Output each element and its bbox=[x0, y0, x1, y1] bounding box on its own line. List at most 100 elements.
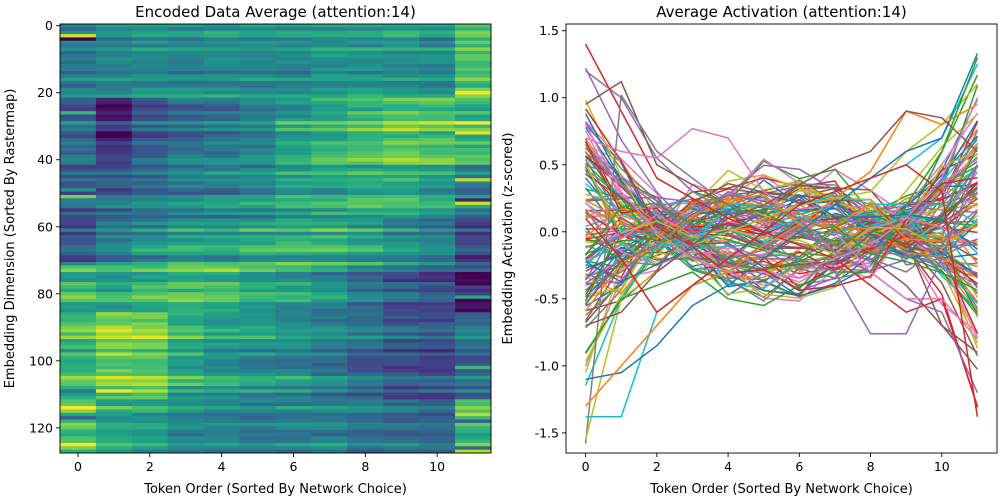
heatmap-cell bbox=[419, 161, 456, 166]
heatmap-cell bbox=[311, 114, 348, 119]
heatmap-cell bbox=[167, 54, 205, 58]
heatmap-cell bbox=[203, 74, 240, 79]
heatmap-cell bbox=[131, 154, 169, 159]
heatmap-cell bbox=[275, 64, 312, 68]
heatmap-cell bbox=[239, 80, 276, 85]
heatmap-cell bbox=[383, 241, 420, 246]
heatmap-cell bbox=[455, 191, 492, 196]
heatmap-cell bbox=[347, 308, 384, 313]
heatmap-cell bbox=[60, 87, 97, 92]
heatmap-cell bbox=[239, 94, 276, 99]
heatmap-cell bbox=[311, 64, 348, 68]
heatmap-cell bbox=[347, 204, 384, 209]
heatmap-cell bbox=[203, 101, 240, 105]
heatmap-cell bbox=[347, 399, 384, 404]
heatmap-cell bbox=[347, 318, 384, 323]
heatmap-cell bbox=[311, 292, 348, 296]
heatmap-cell bbox=[275, 54, 312, 58]
heatmap-cell bbox=[131, 325, 169, 330]
heatmap-cell bbox=[311, 225, 348, 229]
heatmap-cell bbox=[203, 328, 240, 333]
heatmap-cell bbox=[95, 127, 133, 132]
heatmap-cell bbox=[131, 151, 169, 156]
heatmap-cell bbox=[239, 77, 276, 82]
heatmap-cell bbox=[203, 278, 240, 283]
heatmap-cell bbox=[203, 305, 240, 310]
heatmap-cell bbox=[347, 375, 384, 380]
heatmap-cell bbox=[455, 355, 492, 360]
heatmap-cell bbox=[275, 225, 312, 229]
heatmap-cell bbox=[347, 144, 384, 149]
heatmap-cell bbox=[239, 134, 276, 139]
heatmap-cell bbox=[275, 255, 312, 260]
heatmap-cell bbox=[60, 302, 97, 306]
heatmap-cell bbox=[203, 449, 240, 454]
heatmap-cell bbox=[347, 121, 384, 125]
heatmap-cell bbox=[60, 268, 97, 273]
heatmap-cell bbox=[131, 121, 169, 125]
heatmap-cell bbox=[311, 44, 348, 48]
heatmap-cell bbox=[347, 94, 384, 99]
heatmap-cell bbox=[275, 218, 312, 223]
heatmap-cell bbox=[347, 419, 384, 424]
heatmap-cell bbox=[275, 204, 312, 209]
heatmap-cell bbox=[60, 137, 97, 142]
heatmap-cell bbox=[203, 422, 240, 427]
heatmap-cell bbox=[203, 37, 240, 42]
heatmap-cell bbox=[239, 111, 276, 115]
heatmap-cell bbox=[347, 429, 384, 434]
heatmap-cell bbox=[167, 399, 205, 404]
heatmap-cell bbox=[275, 318, 312, 323]
activation-line bbox=[584, 97, 979, 287]
heatmap-cell bbox=[419, 385, 456, 390]
heatmap-cell bbox=[95, 54, 133, 58]
heatmap-cell bbox=[347, 201, 384, 206]
heatmap-cell bbox=[131, 265, 169, 270]
heatmap-cell bbox=[167, 416, 205, 420]
heatmap-cell bbox=[167, 134, 205, 139]
heatmap-cell bbox=[60, 54, 97, 58]
heatmap-cell bbox=[95, 255, 133, 260]
heatmap-cell bbox=[455, 241, 492, 246]
heatmap-cell bbox=[203, 442, 240, 447]
heatmap-cell bbox=[167, 141, 205, 146]
heatmap-cell bbox=[275, 272, 312, 276]
heatmap-cell bbox=[203, 312, 240, 316]
heatmap-cell bbox=[203, 385, 240, 390]
heatmap-cell bbox=[95, 328, 133, 333]
heatmap-cell bbox=[347, 161, 384, 166]
heatmap-cell bbox=[455, 275, 492, 280]
heatmap-cell bbox=[383, 359, 420, 363]
heatmap-cell bbox=[60, 325, 97, 330]
heatmap-cell bbox=[203, 402, 240, 407]
heatmap-cell bbox=[131, 302, 169, 306]
heatmap-cell bbox=[311, 302, 348, 306]
heatmap-cell bbox=[383, 402, 420, 407]
heatmap-cell bbox=[311, 298, 348, 303]
heatmap-cell bbox=[275, 127, 312, 132]
heatmap-cell bbox=[311, 409, 348, 414]
heatmap-cell bbox=[95, 332, 133, 337]
heatmap-cell bbox=[203, 298, 240, 303]
heatmap-cell bbox=[167, 255, 205, 260]
heatmap-cell bbox=[167, 442, 205, 447]
heatmap-cell bbox=[383, 332, 420, 337]
heatmap-cell bbox=[203, 325, 240, 330]
heatmap-cell bbox=[203, 335, 240, 340]
heatmap-cell bbox=[95, 107, 133, 112]
heatmap-cell bbox=[60, 426, 97, 430]
heatmap-cell bbox=[167, 171, 205, 176]
heatmap-cell bbox=[203, 439, 240, 444]
heatmap-cell bbox=[95, 114, 133, 119]
heatmap-cell bbox=[60, 439, 97, 444]
heatmap-cell bbox=[419, 148, 456, 152]
heatmap-cell bbox=[347, 312, 384, 316]
heatmap-cell bbox=[275, 369, 312, 373]
heatmap-cell bbox=[419, 60, 456, 65]
heatmap-cell bbox=[203, 184, 240, 189]
heatmap-cell bbox=[167, 211, 205, 216]
heatmap-cell bbox=[311, 215, 348, 219]
heatmap-cell bbox=[275, 362, 312, 367]
heatmap-cell bbox=[419, 164, 456, 169]
heatmap-cell bbox=[311, 131, 348, 135]
